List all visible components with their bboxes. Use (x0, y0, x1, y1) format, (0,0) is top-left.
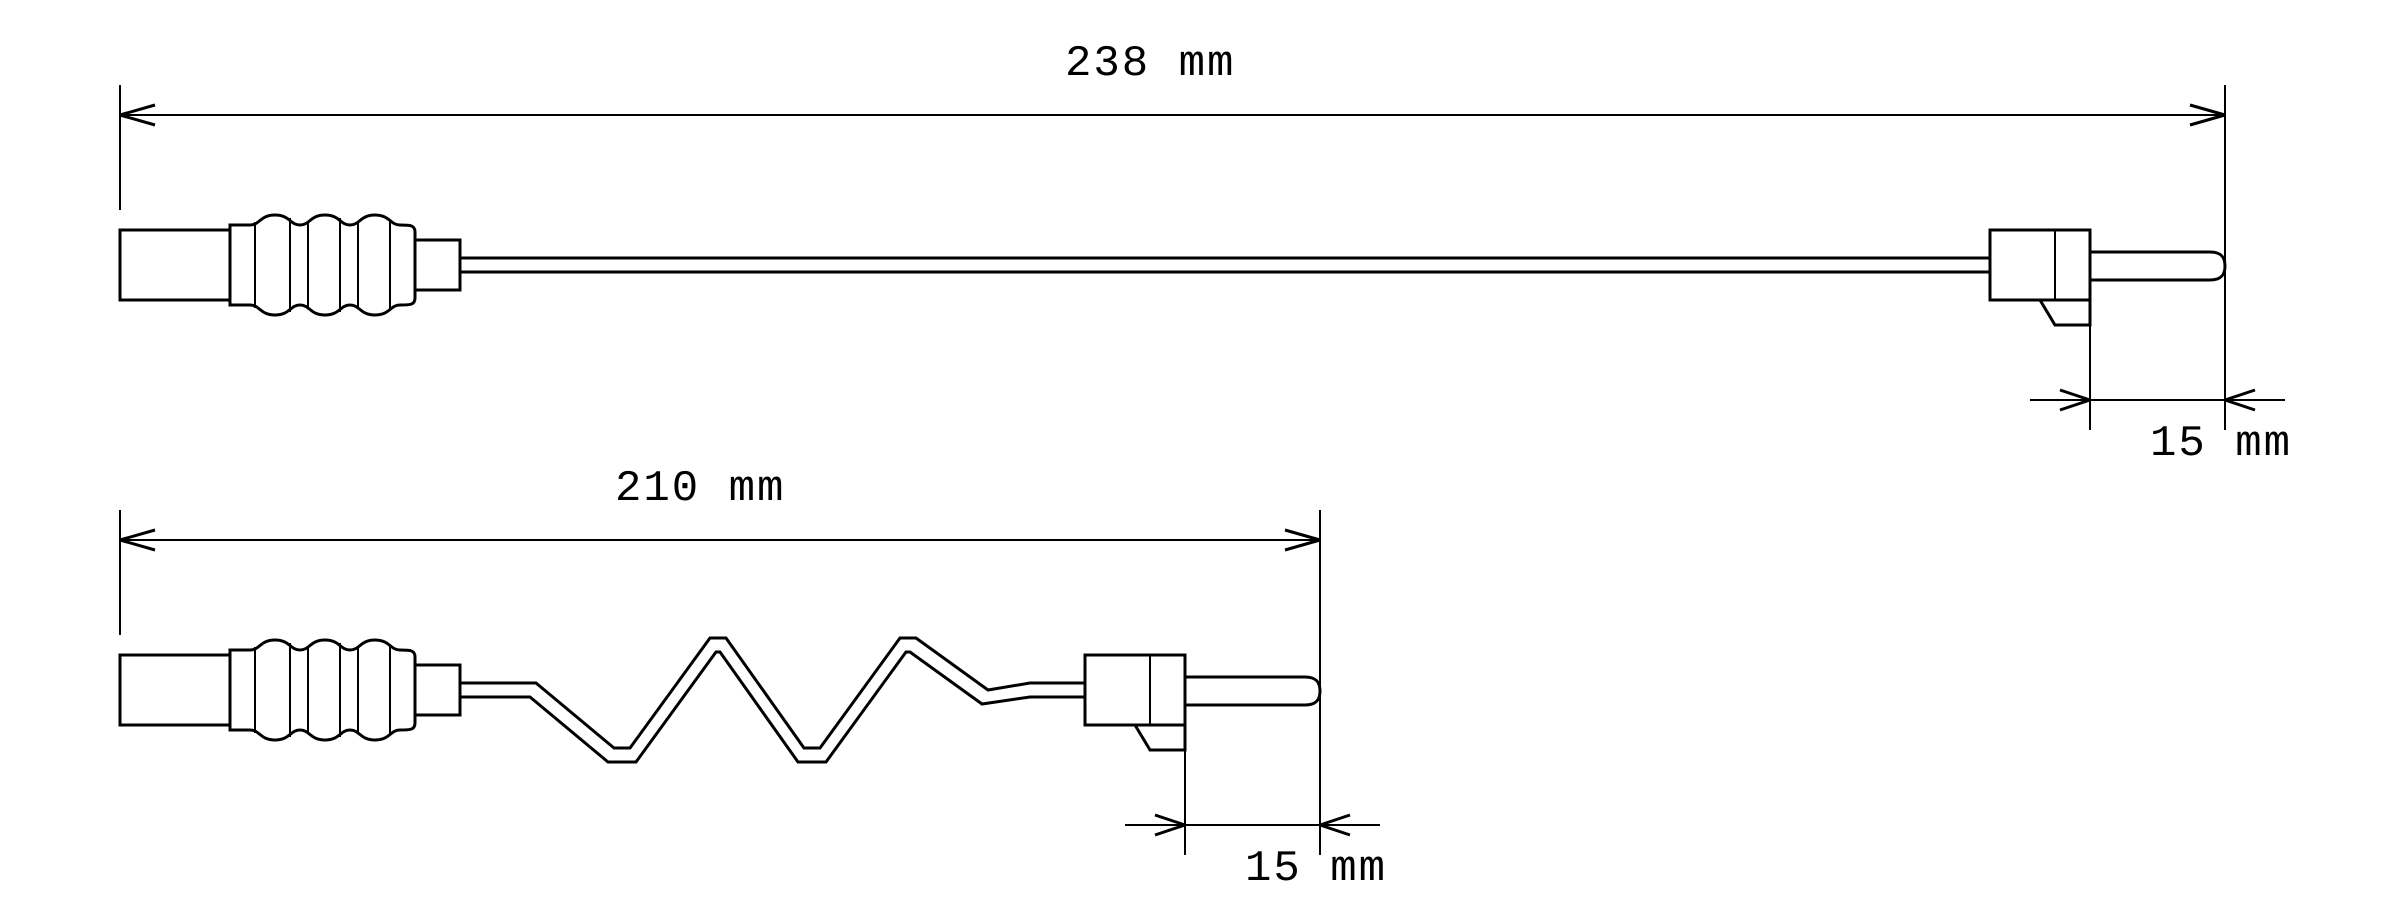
technical-drawing: 238 mm (0, 0, 2400, 912)
connector-right-bottom (1085, 655, 1320, 750)
connector-left-top (120, 215, 460, 315)
dim-label-238: 238 mm (1065, 39, 1235, 89)
dim-210mm: 210 mm (120, 464, 1320, 735)
connector-left-bottom (120, 640, 460, 740)
dim-15mm-top: 15 mm (2030, 310, 2292, 469)
dim-15mm-bottom: 15 mm (1125, 735, 1387, 894)
dim-label-15-top: 15 mm (2150, 419, 2292, 469)
dim-label-210: 210 mm (615, 464, 785, 514)
connector-right-top (1990, 230, 2225, 325)
diagram-svg: 238 mm (0, 0, 2400, 912)
cable-top-wire (460, 258, 1990, 272)
dim-label-15-bottom: 15 mm (1245, 844, 1387, 894)
dim-238mm: 238 mm (120, 39, 2225, 310)
cable-bottom-wire (460, 638, 1085, 762)
